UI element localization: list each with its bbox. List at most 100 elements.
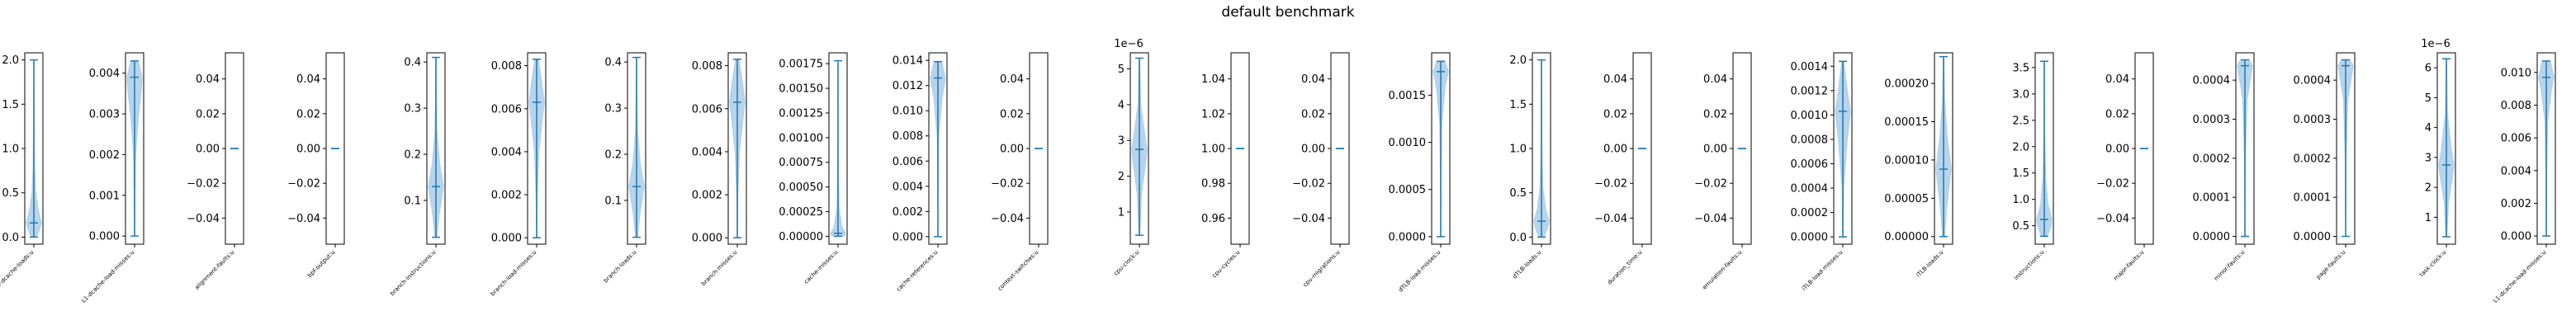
ytick-label: 0.2: [404, 148, 421, 161]
ytick-label: 2.5: [2012, 115, 2029, 127]
ytick-label: 1.5: [2012, 167, 2029, 180]
xtick-label: emulation-faults:u: [1701, 249, 1743, 291]
ytick-label: 0.0001: [2294, 192, 2332, 205]
ytick-label: 0.02: [296, 108, 320, 120]
ytick-label: 0.5: [2012, 220, 2029, 233]
ytick-label: 0.004: [692, 146, 722, 158]
xtick-label: duration_time:u: [1606, 249, 1643, 286]
ytick-label: −0.04: [287, 213, 320, 225]
ytick-label: −0.04: [991, 213, 1024, 225]
ytick-label: −0.04: [2096, 213, 2129, 225]
axis-offset-label: 1e−6: [1114, 38, 1143, 50]
ytick-label: 0.004: [89, 68, 120, 80]
xtick-label: instructions:u: [2013, 249, 2045, 281]
ytick-label: 0.00125: [779, 107, 823, 120]
ytick-label: 0.0004: [2193, 75, 2231, 87]
ytick-label: 1.00: [1201, 144, 1225, 156]
ytick-label: 0.00075: [779, 157, 823, 169]
ytick-label: −0.02: [1694, 178, 1727, 191]
xtick-label: cache-misses:u: [803, 249, 840, 285]
ytick-label: 0.008: [692, 60, 722, 73]
ytick-label: 0.000: [893, 231, 923, 243]
xtick-label: cpu-cycles:u: [1211, 249, 1242, 280]
ytick-label: 0.00015: [1884, 116, 1929, 129]
ytick-label: 0.2: [604, 148, 622, 161]
ytick-label: 0.1: [404, 195, 421, 207]
ytick-label: 0.008: [2501, 100, 2531, 112]
ytick-label: 0.002: [893, 206, 923, 219]
xtick-label: branch-loads:u: [603, 249, 638, 285]
ytick-label: 1.0: [2, 144, 19, 156]
ytick-label: 0.00005: [1884, 193, 1929, 205]
ytick-label: 0.002: [2501, 198, 2531, 210]
ytick-label: 0.006: [491, 103, 522, 116]
ytick-label: −0.04: [187, 213, 220, 225]
ytick-label: 0.00010: [1884, 154, 1929, 167]
ytick-label: 0.0012: [1791, 85, 1829, 97]
ytick-label: 0.014: [893, 55, 923, 68]
ytick-label: 0.002: [491, 190, 522, 202]
xtick-label: page-faults:u: [2315, 249, 2346, 280]
violin-panel: 0.000 0.002 0.004 0.006 0.008 0.010 0.012 0.014…: [893, 52, 948, 293]
ytick-label: 0.04: [1603, 73, 1627, 86]
violin-panel: 0.0000 0.0002 0.0004 0.0006 0.0008 0.0010 0.00…: [1791, 52, 1853, 292]
ytick-label: 0.04: [196, 73, 220, 86]
ytick-label: 0.3: [404, 103, 421, 116]
ytick-label: 0.0005: [1389, 184, 1427, 196]
xtick-label: task-clock:u: [2418, 249, 2447, 278]
ytick-label: 0.04: [2105, 73, 2129, 86]
ytick-label: 0.4: [404, 57, 421, 69]
ytick-label: −0.04: [1594, 213, 1627, 225]
xtick-label: branch-instructions:u: [389, 249, 437, 297]
violin-panel: 0.0000 0.0001 0.0002 0.0003 0.0004 page-fault…: [2294, 52, 2356, 280]
ytick-label: 0.0000: [2193, 231, 2231, 243]
ytick-label: 0.04: [296, 73, 320, 86]
ytick-label: 6: [2425, 63, 2432, 75]
violin-panel: 0.0 0.5 1.0 1.5 2.0 dTLB-loads:u: [1509, 52, 1551, 280]
xtick-label: iTLB-loads:u: [1915, 249, 1944, 279]
violin-panel: 0.96 0.98 1.00 1.02 1.04 cpu-cycles:u: [1201, 52, 1250, 280]
ytick-label: 0.5: [1509, 187, 1527, 200]
ytick-label: 0.0003: [2294, 114, 2332, 126]
ytick-label: 0.00000: [779, 231, 823, 243]
ytick-label: −0.04: [1694, 213, 1727, 225]
xtick-label: dTLB-load-misses:u: [1397, 249, 1442, 294]
violin-panel: 0.0000 0.0005 0.0010 0.0015 dTLB-load-misses…: [1389, 52, 1451, 294]
ytick-label: 0.002: [89, 149, 120, 162]
violin-panel: −0.04 −0.02 0.00 0.02 0.04 alignment-faults:u: [187, 52, 244, 291]
ytick-label: 0.006: [2501, 133, 2531, 145]
ytick-label: 0.5: [2, 187, 19, 200]
ytick-label: 0.004: [2501, 165, 2531, 177]
ytick-label: 1.02: [1201, 108, 1225, 120]
ytick-label: 0.003: [89, 109, 120, 121]
ytick-label: −0.02: [991, 178, 1024, 191]
ytick-label: 0.02: [1000, 108, 1024, 120]
ytick-label: 0.00: [1000, 144, 1024, 156]
ytick-label: 0.0010: [1389, 137, 1427, 149]
violin-panel: 0.5 1.0 1.5 2.0 2.5 3.0 3.5 instructions:u: [2012, 52, 2054, 281]
chart-title: default benchmark: [1221, 4, 1354, 21]
ytick-label: 0.00150: [779, 83, 823, 96]
ytick-label: 0.00: [2105, 144, 2129, 156]
ytick-label: 0.0008: [1791, 134, 1829, 146]
ytick-label: 0.02: [1301, 108, 1325, 120]
ytick-label: 1.04: [1201, 73, 1225, 86]
xtick-label: cache-references:u: [895, 249, 939, 293]
xtick-label: bpf-output:u: [306, 249, 336, 279]
ytick-label: 0.000: [2501, 231, 2531, 243]
violin-panel: −0.04 −0.02 0.00 0.02 0.04 emulation-faults:u: [1694, 52, 1752, 291]
ytick-label: 0.02: [1603, 108, 1627, 120]
ytick-label: 0.012: [893, 80, 923, 92]
ytick-label: 0.00000: [1884, 231, 1929, 243]
ytick-label: 1.0: [2012, 194, 2029, 206]
ytick-label: 0.04: [1000, 73, 1024, 86]
ytick-label: 0.4: [604, 57, 622, 69]
ytick-label: 0.1: [604, 195, 622, 207]
ytick-label: 0.00025: [779, 206, 823, 219]
ytick-label: 3.0: [2012, 88, 2029, 101]
violin-panel: −0.04 −0.02 0.00 0.02 0.04 cpu-migrations:u: [1292, 52, 1350, 288]
ytick-label: −0.02: [187, 178, 220, 191]
ytick-label: 3.5: [2012, 62, 2029, 74]
ytick-label: 0.00: [1603, 144, 1627, 156]
